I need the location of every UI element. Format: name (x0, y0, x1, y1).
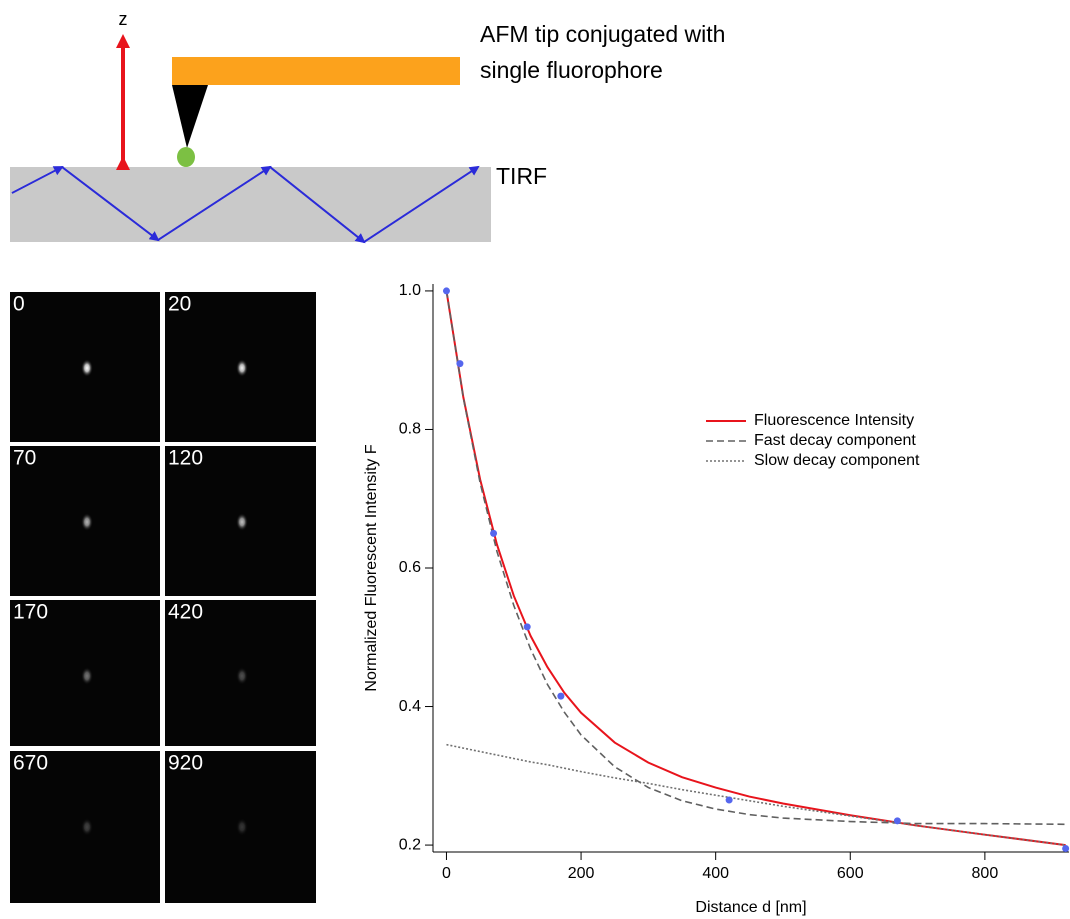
legend-label: Fluorescence Intensity (754, 412, 914, 429)
legend-label: Fast decay component (754, 432, 916, 449)
spot (236, 818, 248, 836)
x-tick-label: 600 (837, 865, 864, 882)
y-tick-label: 1.0 (399, 282, 421, 299)
data-point (893, 817, 901, 825)
tile-label: 0 (13, 292, 25, 315)
tirf-slab (10, 167, 491, 242)
spot (81, 359, 93, 377)
y-tick-label: 0.6 (399, 559, 421, 576)
y-tick-label: 0.4 (399, 698, 421, 715)
x-tick-label: 800 (972, 865, 999, 882)
x-tick-label: 200 (568, 865, 595, 882)
y-tick-label: 0.8 (399, 421, 421, 438)
data-point (490, 529, 498, 537)
spot (81, 513, 93, 531)
data-point (557, 692, 565, 700)
data-point (725, 796, 733, 804)
tile-label: 670 (13, 751, 48, 774)
tile-label: 120 (168, 446, 203, 469)
x-tick-label: 400 (702, 865, 729, 882)
series-line (446, 743, 1066, 846)
spot (236, 667, 248, 685)
y-axis-label: Normalized Fluorescent Intensity F (363, 444, 380, 691)
spot (236, 513, 248, 531)
spot (81, 818, 93, 836)
data-point (523, 623, 531, 631)
arrow (61, 166, 160, 242)
arrow (157, 165, 272, 241)
fluorophore (177, 147, 195, 167)
legend-label: Slow decay component (754, 452, 920, 469)
tile-label: 920 (168, 751, 203, 774)
z-label: z (119, 9, 128, 29)
tile-label: 420 (168, 600, 203, 623)
series-line (445, 290, 1066, 847)
spot (81, 667, 93, 685)
data-point (456, 360, 464, 368)
tile-label: 20 (168, 292, 191, 315)
arrow (269, 166, 366, 244)
x-tick-label: 0 (442, 865, 451, 882)
tip (172, 85, 208, 148)
tile-label: 170 (13, 600, 48, 623)
arrow (11, 166, 64, 194)
spot (236, 359, 248, 377)
series-line (445, 290, 1066, 826)
cantilever (172, 57, 460, 85)
tirf-label: TIRF (496, 163, 547, 189)
data-point (442, 287, 450, 295)
data-point (1062, 845, 1070, 853)
arrow (363, 165, 480, 243)
tip-label: single fluorophore (480, 57, 663, 83)
x-axis-label: Distance d [nm] (695, 899, 806, 916)
y-tick-label: 0.2 (399, 836, 421, 853)
tile-label: 70 (13, 446, 36, 469)
tip-label: AFM tip conjugated with (480, 21, 725, 47)
